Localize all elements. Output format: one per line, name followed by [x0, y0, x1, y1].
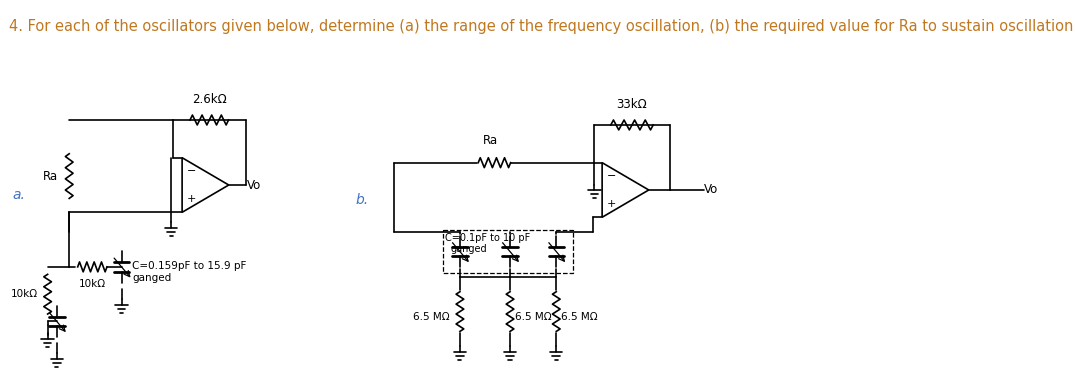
Text: Vo: Vo	[247, 179, 261, 192]
Text: ganged: ganged	[450, 244, 487, 254]
Text: 10kΩ: 10kΩ	[11, 289, 39, 299]
Text: C=0.1pF to 10 pF: C=0.1pF to 10 pF	[445, 233, 530, 243]
Text: 10kΩ: 10kΩ	[78, 279, 106, 289]
Text: 6.5 MΩ: 6.5 MΩ	[515, 311, 551, 321]
Text: 4. For each of the oscillators given below, determine (a) the range of the frequ: 4. For each of the oscillators given bel…	[9, 19, 1075, 34]
Text: −: −	[606, 171, 616, 181]
Text: +: +	[187, 194, 196, 203]
Text: b.: b.	[356, 193, 369, 207]
Text: 2.6kΩ: 2.6kΩ	[192, 93, 227, 106]
Text: 6.5 MΩ: 6.5 MΩ	[413, 311, 449, 321]
Text: −: −	[187, 166, 196, 176]
Text: Ra: Ra	[43, 170, 58, 183]
Text: 6.5 MΩ: 6.5 MΩ	[561, 311, 598, 321]
Text: Ra: Ra	[483, 134, 498, 147]
Text: C=0.159pF to 15.9 pF
ganged: C=0.159pF to 15.9 pF ganged	[132, 261, 247, 283]
Text: +: +	[606, 199, 616, 209]
Text: Vo: Vo	[704, 183, 718, 196]
Text: 33kΩ: 33kΩ	[617, 98, 647, 111]
Text: a.: a.	[12, 188, 25, 202]
